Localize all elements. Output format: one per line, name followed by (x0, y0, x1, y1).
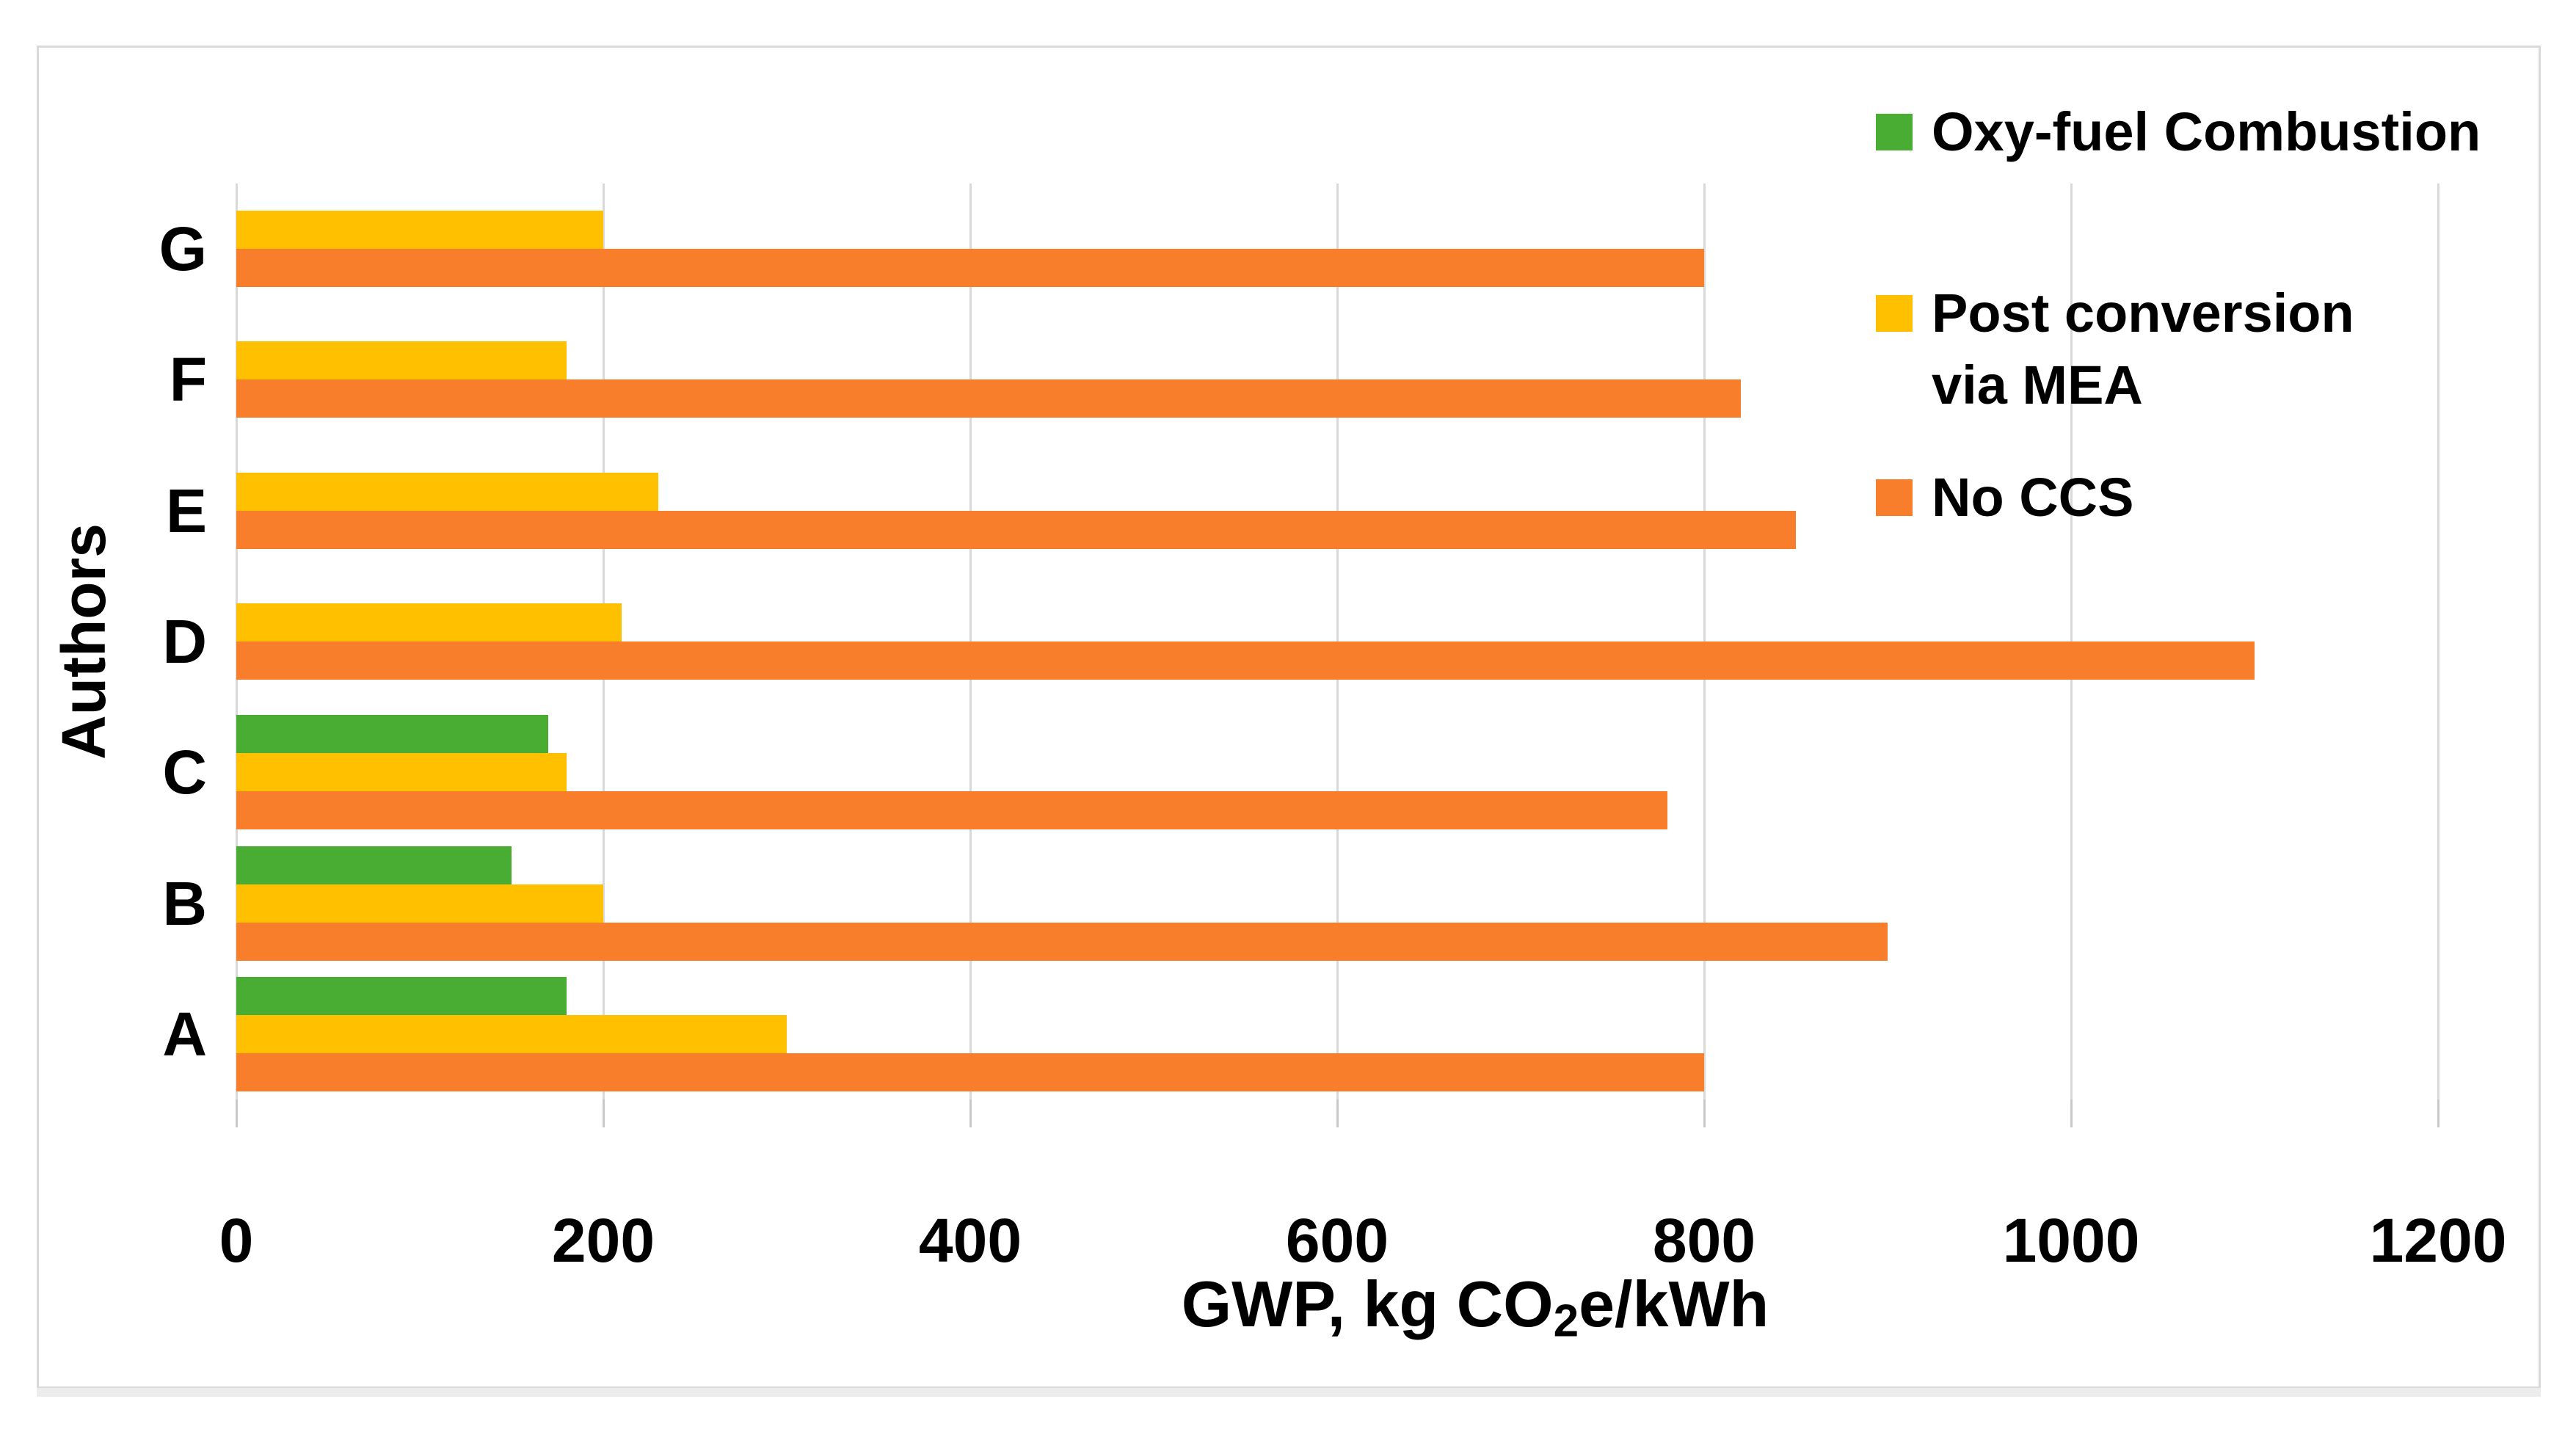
bar-G-no-ccs (236, 249, 1704, 288)
legend-swatch-yellow-icon (1876, 295, 1913, 332)
axis-tick-1200 (2437, 1100, 2439, 1127)
chart-border-shadow (37, 1388, 2541, 1397)
y-category-label-D: D (162, 607, 207, 676)
x-tick-label-400: 400 (918, 1206, 1022, 1275)
bar-F-post-conversion-via-mea (236, 341, 567, 380)
axis-tick-600 (1336, 1100, 1339, 1127)
x-tick-label-200: 200 (551, 1206, 655, 1275)
x-axis-title-prefix: GWP, kg CO (1181, 1268, 1554, 1340)
axis-tick-200 (602, 1100, 605, 1127)
y-category-label-F: F (169, 345, 207, 415)
x-axis-title-suffix: e/kWh (1579, 1268, 1769, 1340)
x-axis-title: GWP, kg CO2e/kWh (1108, 1264, 1842, 1347)
bar-D-no-ccs (236, 642, 2255, 680)
y-category-label-A: A (162, 999, 207, 1069)
bar-B-post-conversion-via-mea (236, 884, 603, 923)
legend-label: Post conversion via MEA (1932, 283, 2354, 415)
y-category-label-C: C (162, 738, 207, 807)
bar-F-no-ccs (236, 379, 1741, 418)
bar-A-post-conversion-via-mea (236, 1014, 787, 1053)
x-tick-label-600: 600 (1285, 1206, 1389, 1275)
x-axis-title-subscript: 2 (1553, 1295, 1579, 1347)
x-tick-label-1000: 1000 (2002, 1206, 2140, 1275)
bar-G-post-conversion-via-mea (236, 211, 603, 250)
x-tick-label-0: 0 (219, 1206, 254, 1275)
bar-B-no-ccs (236, 922, 1888, 961)
bar-A-no-ccs (236, 1053, 1704, 1091)
axis-tick-1000 (2070, 1100, 2073, 1127)
legend-item-oxy-fuel-combustion: Oxy-fuel Combustion (1876, 96, 2481, 168)
bar-E-no-ccs (236, 510, 1796, 549)
bar-C-no-ccs (236, 791, 1667, 830)
axis-tick-800 (1703, 1100, 1706, 1127)
y-category-label-G: G (159, 214, 207, 284)
y-category-label-E: E (165, 476, 207, 545)
legend-item-post-conversion-via-mea: Post conversion via MEA (1876, 277, 2354, 421)
y-category-label-B: B (162, 868, 207, 938)
x-tick-label-1200: 1200 (2369, 1206, 2507, 1275)
gridline-x-1200 (2437, 183, 2439, 1100)
bar-C-post-conversion-via-mea (236, 753, 567, 792)
legend-item-no-ccs: No CCS (1876, 462, 2133, 534)
legend-label: Oxy-fuel Combustion (1932, 101, 2481, 162)
axis-tick-0 (235, 1100, 238, 1127)
bar-A-oxy-fuel-combustion (236, 976, 567, 1015)
axis-tick-400 (969, 1100, 972, 1127)
legend-swatch-green-icon (1876, 114, 1913, 150)
bar-C-oxy-fuel-combustion (236, 715, 548, 754)
y-axis-title: Authors (49, 523, 118, 760)
legend-swatch-orange-icon (1876, 479, 1913, 516)
bar-D-post-conversion-via-mea (236, 603, 622, 642)
bar-E-post-conversion-via-mea (236, 472, 658, 511)
bar-B-oxy-fuel-combustion (236, 846, 512, 884)
x-tick-label-800: 800 (1652, 1206, 1756, 1275)
legend-label: No CCS (1932, 467, 2134, 528)
